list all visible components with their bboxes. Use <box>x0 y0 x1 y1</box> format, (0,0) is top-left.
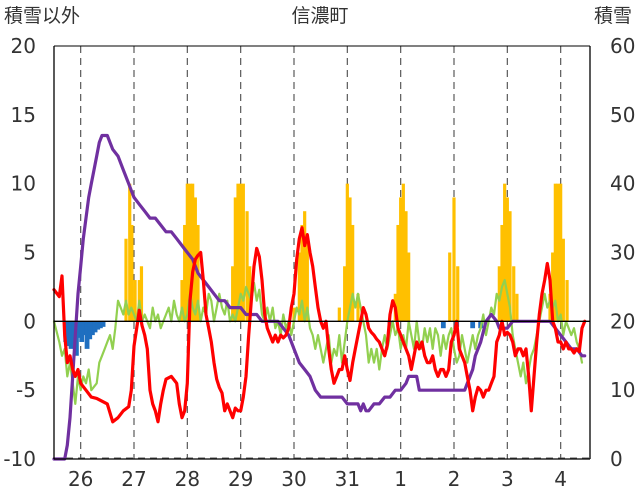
snowfall-bar <box>548 293 552 322</box>
snowfall-bar <box>191 183 195 322</box>
snowfall-bar <box>553 183 557 322</box>
left-tick-label: 0 <box>23 309 36 333</box>
snowfall-bar <box>407 252 411 322</box>
snowfall-bar <box>508 211 512 322</box>
negative-bar <box>90 321 95 336</box>
x-tick-label: 2 <box>448 467 461 491</box>
snowfall-bar <box>233 197 237 322</box>
snowfall-bar <box>351 224 355 322</box>
snowfall-bar <box>500 224 504 322</box>
snowfall-bar <box>556 183 560 322</box>
negative-bar <box>71 321 77 344</box>
snowfall-bar <box>505 197 509 322</box>
chart-title: 信濃町 <box>291 5 348 27</box>
x-tick-label: 31 <box>335 467 360 491</box>
snowfall-bar <box>404 211 408 322</box>
snowfall-bar <box>396 224 400 322</box>
left-tick-label: -5 <box>16 378 36 402</box>
snow_depth-line <box>52 133 587 461</box>
temperature-line <box>52 226 587 424</box>
snowfall-bar <box>245 211 249 322</box>
x-tick-label: 4 <box>554 467 567 491</box>
snowfall-bar <box>183 224 187 322</box>
right-tick-label: 10 <box>610 378 635 402</box>
snowfall-bar <box>180 280 184 322</box>
x-tick-label: 29 <box>228 467 253 491</box>
snowfall-bar <box>188 183 192 322</box>
negative-bar <box>98 321 103 329</box>
negative-bar <box>84 321 90 349</box>
negative-bar <box>66 321 71 347</box>
snowfall-bar <box>512 266 516 322</box>
left-tick-label: 15 <box>11 103 36 127</box>
negative-bar <box>76 321 82 338</box>
negative-bar <box>68 321 74 349</box>
snowfall-bar <box>401 183 405 322</box>
snowfall-bar <box>130 224 134 322</box>
negative-bar <box>92 321 98 333</box>
right-tick-label: 0 <box>610 447 623 471</box>
snowfall-bar <box>305 238 309 322</box>
snowfall-bar <box>124 238 128 322</box>
precipitation-bars <box>63 183 569 356</box>
snowfall-bar <box>497 266 501 322</box>
snowfall-bar <box>515 293 519 322</box>
snowfall-bar <box>241 183 245 322</box>
snowfall-bar <box>399 197 403 322</box>
snowfall-bar <box>239 183 243 322</box>
snowfall-bar <box>343 266 347 322</box>
right-axis-title: 積雪 <box>594 5 632 27</box>
negative-bar <box>470 321 476 329</box>
x-tick-label: 30 <box>281 467 306 491</box>
snowfall-bar <box>133 280 137 322</box>
x-tick-label: 3 <box>501 467 514 491</box>
snowfall-bar <box>297 252 301 322</box>
snowfall-bar <box>559 183 563 322</box>
snowfall-bar <box>337 307 341 322</box>
left-tick-label: -10 <box>3 447 36 471</box>
snowfall-bar <box>345 183 349 322</box>
right-tick-label: 20 <box>610 309 635 333</box>
snowfall-bar <box>292 307 296 322</box>
snowfall-bar <box>128 183 132 322</box>
negative-bar <box>100 321 106 327</box>
snowfall-bar <box>452 197 456 322</box>
snowfall-bar <box>565 280 569 322</box>
series-lines <box>52 133 587 461</box>
snowfall-bar <box>303 211 307 322</box>
x-tick-label: 28 <box>175 467 200 491</box>
snowfall-bar <box>356 293 360 322</box>
snowfall-bar <box>551 252 555 322</box>
snowfall-bar <box>300 224 304 322</box>
snowfall-bar <box>448 252 452 322</box>
negative-bar <box>95 321 101 330</box>
snowfall-bar <box>456 266 460 322</box>
right-tick-label: 50 <box>610 103 635 127</box>
left-tick-label: 10 <box>11 172 36 196</box>
negative-bar <box>440 321 446 329</box>
snowfall-bar <box>503 183 507 322</box>
dew_point-line <box>52 278 584 405</box>
x-tick-label: 1 <box>394 467 407 491</box>
right-tick-label: 40 <box>610 172 635 196</box>
snowfall-bar <box>348 197 352 322</box>
snowfall-bar <box>561 238 565 322</box>
left-tick-label: 5 <box>23 241 36 265</box>
snowfall-bar <box>231 266 235 322</box>
left-axis-title: 積雪以外 <box>4 5 80 27</box>
axes <box>53 45 591 460</box>
negative-bar <box>79 321 85 342</box>
negative-bar <box>82 321 87 336</box>
x-tick-label: 26 <box>68 467 93 491</box>
x-tick-label: 27 <box>121 467 146 491</box>
right-tick-label: 30 <box>610 241 635 265</box>
right-tick-label: 60 <box>610 34 635 58</box>
left-tick-label: 20 <box>11 34 36 58</box>
snowfall-bar <box>139 266 144 322</box>
snowfall-bar <box>236 183 240 322</box>
negative-bar <box>87 321 93 340</box>
